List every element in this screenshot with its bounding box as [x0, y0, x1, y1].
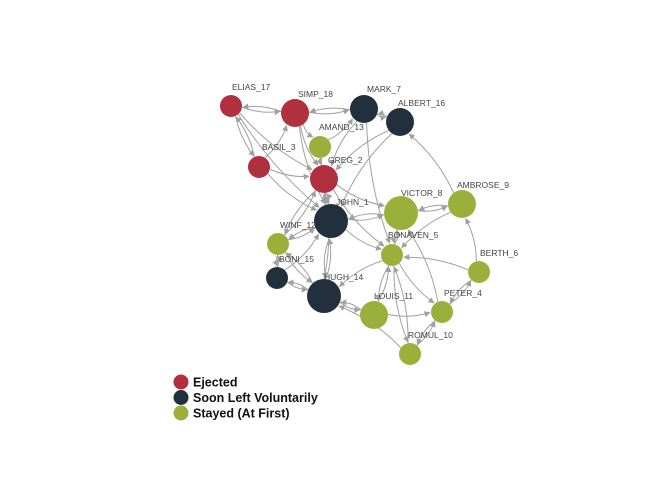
edge-boni_15-to-winf_12 [276, 255, 283, 268]
node-ambrose_9 [448, 190, 476, 218]
node-bonaven_5 [381, 244, 403, 266]
edge-louis_11-to-bonaven_5 [377, 266, 392, 302]
node-label-greg_2: GREG_2 [328, 155, 363, 165]
node-label-bonaven_5: BONAVEN_5 [388, 230, 439, 240]
node-simp_18 [281, 99, 309, 127]
labels-layer: ELIAS_17 SIMP_18 MARK_7 ALBERT_16 AMAND_13 BA… [232, 82, 518, 340]
edge-boni_15-to-hugh_14 [286, 281, 308, 293]
edge-ambrose_9-to-albert_16 [408, 133, 455, 194]
legend-swatch-left [173, 390, 189, 405]
node-louis_11 [360, 301, 388, 329]
edge-elias_17-to-john_1 [237, 114, 320, 208]
node-label-louis_11: LOUIS_11 [374, 291, 413, 301]
edge-greg_2-to-victor_8 [336, 184, 385, 208]
edges-layer [235, 103, 477, 349]
nodes-layer [220, 95, 490, 365]
node-berth_6 [468, 261, 490, 283]
edge-simp_18-to-elias_17 [242, 103, 282, 112]
edge-berth_6-to-bonaven_5 [403, 254, 469, 271]
node-amand_13 [309, 136, 331, 158]
edge-basil_3-to-simp_18 [264, 125, 288, 159]
node-greg_2 [310, 165, 338, 193]
edge-romul_10-to-bonaven_5 [393, 266, 409, 344]
edge-elias_17-to-greg_2 [239, 112, 313, 171]
node-label-albert_16: ALBERT_16 [398, 98, 445, 108]
edge-boni_15-to-john_1 [284, 233, 320, 271]
node-label-mark_7: MARK_7 [367, 84, 401, 94]
node-mark_7 [350, 95, 378, 123]
node-label-hugh_14: HUGH_14 [324, 272, 363, 282]
edge-victor_8-to-john_1 [348, 213, 385, 220]
edge-albert_16-to-greg_2 [335, 129, 390, 171]
edge-elias_17-to-basil_3 [235, 115, 255, 157]
edge-albert_16-to-mark_7 [377, 109, 388, 118]
edge-victor_8-to-ambrose_9 [417, 205, 448, 212]
node-victor_8 [384, 196, 418, 230]
edge-winf_12-to-john_1 [288, 227, 315, 241]
edge-louis_11-to-peter_4 [387, 311, 431, 317]
node-boni_15 [266, 267, 288, 289]
edge-bonaven_5-to-victor_8 [393, 230, 402, 245]
edge-amand_13-to-mark_7 [328, 118, 354, 141]
edge-bonaven_5-to-peter_4 [398, 263, 435, 304]
node-label-basil_3: BASIL_3 [262, 142, 296, 152]
node-label-berth_6: BERTH_6 [480, 248, 518, 258]
edge-hugh_14-to-john_1 [325, 238, 334, 280]
edge-basil_3-to-john_1 [267, 173, 318, 211]
legend-swatch-ejected [173, 374, 189, 390]
node-hugh_14 [307, 279, 341, 313]
edge-winf_12-to-greg_2 [284, 190, 317, 236]
edge-ambrose_9-to-victor_8 [418, 204, 449, 211]
edge-basil_3-to-elias_17 [235, 116, 255, 158]
node-label-peter_4: PETER_4 [444, 288, 482, 298]
node-albert_16 [386, 108, 414, 136]
node-winf_12 [267, 233, 289, 255]
edge-mark_7-to-greg_2 [330, 120, 358, 167]
edge-peter_4-to-victor_8 [407, 229, 439, 302]
node-romul_10 [399, 343, 421, 365]
edge-berth_6-to-peter_4 [449, 279, 472, 304]
edge-hugh_14-to-winf_12 [285, 252, 314, 284]
edge-berth_6-to-ambrose_9 [465, 218, 477, 262]
edge-albert_16-to-john_1 [340, 133, 393, 207]
node-label-romul_10: ROMUL_10 [408, 330, 453, 340]
edge-mark_7-to-simp_18 [309, 107, 351, 114]
legend-swatch-stayed [173, 405, 189, 421]
legend-label-ejected: Ejected [193, 376, 237, 390]
node-basil_3 [248, 156, 270, 178]
legend-label-stayed: Stayed (At First) [193, 407, 290, 421]
node-label-ambrose_9: AMBROSE_9 [457, 180, 509, 190]
edge-ambrose_9-to-bonaven_5 [401, 211, 451, 249]
node-label-victor_8: VICTOR_8 [401, 188, 443, 198]
edge-bonaven_5-to-romul_10 [393, 265, 409, 343]
edge-simp_18-to-greg_2 [300, 125, 319, 166]
node-peter_4 [431, 301, 453, 323]
edge-john_1-to-victor_8 [347, 214, 384, 221]
edge-simp_18-to-amand_13 [302, 124, 314, 138]
edge-hugh_14-to-boni_15 [287, 279, 309, 291]
node-john_1 [314, 204, 348, 238]
edge-simp_18-to-john_1 [298, 126, 326, 205]
edge-bonaven_5-to-hugh_14 [339, 260, 383, 288]
node-label-amand_13: AMAND_13 [319, 122, 364, 132]
node-label-john_1: JOHN_1 [336, 197, 369, 207]
node-elias_17 [220, 95, 242, 117]
node-label-winf_12: WINF_12 [280, 220, 316, 230]
legend-label-left: Soon Left Voluntarily [193, 391, 318, 405]
node-label-elias_17: ELIAS_17 [232, 82, 271, 92]
node-label-boni_15: BONI_15 [279, 254, 314, 264]
edge-louis_11-to-hugh_14 [340, 299, 362, 311]
node-label-simp_18: SIMP_18 [298, 89, 333, 99]
edge-romul_10-to-peter_4 [416, 321, 436, 346]
edge-basil_3-to-greg_2 [269, 168, 310, 180]
edge-john_1-to-bonaven_5 [345, 228, 382, 251]
edge-mark_7-to-bonaven_5 [366, 122, 391, 244]
